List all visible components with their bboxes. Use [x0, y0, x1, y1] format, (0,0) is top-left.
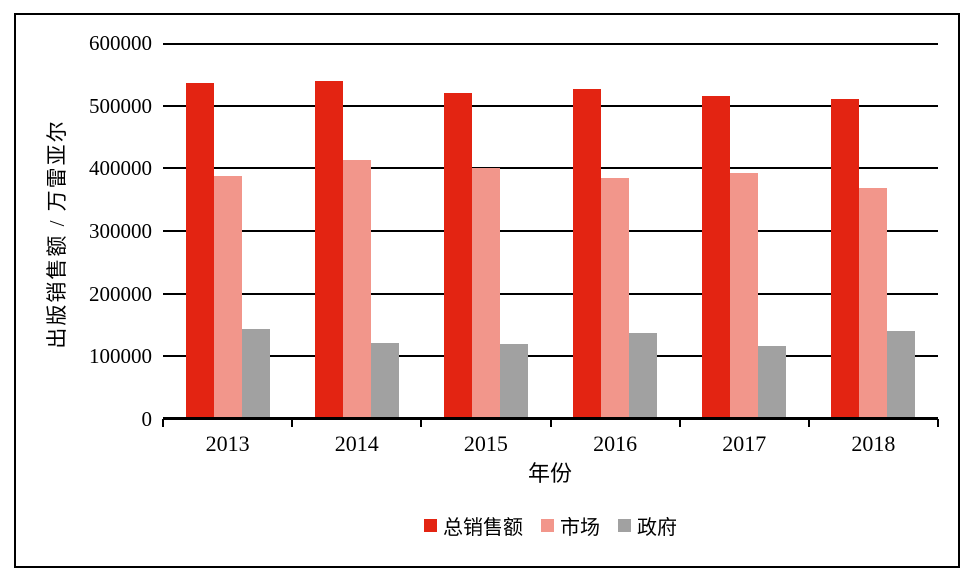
x-axis-tick — [678, 419, 681, 427]
y-tick-label: 400000 — [89, 156, 152, 181]
x-tick-label-2017: 2017 — [722, 431, 767, 456]
x-axis-tick — [549, 419, 552, 427]
legend-label: 政府 — [637, 517, 677, 539]
gridline — [163, 167, 938, 170]
x-tick-label-2018: 2018 — [851, 431, 896, 456]
x-axis-tick — [291, 419, 294, 427]
bar-2017-series-0 — [702, 96, 731, 419]
bar-2013-series-0 — [185, 83, 214, 419]
gridline — [163, 355, 938, 358]
x-axis-tick — [807, 419, 810, 427]
bar-2015-series-0 — [443, 92, 472, 419]
x-tick-label-2015: 2015 — [463, 431, 508, 456]
plot-area — [163, 43, 938, 420]
y-tick-label: 200000 — [89, 281, 152, 306]
x-axis-line — [163, 417, 938, 420]
bar-2018-series-2 — [887, 331, 916, 419]
legend: 总销售额 市场 政府 — [163, 511, 938, 540]
bar-2015-series-1 — [471, 168, 500, 419]
x-axis-tick — [162, 419, 164, 427]
x-axis-tick — [937, 419, 939, 427]
legend-item-1: 市场 — [541, 511, 600, 540]
y-tick-label: 600000 — [89, 31, 152, 55]
legend-swatch-icon — [424, 519, 437, 532]
bar-2014-series-2 — [370, 342, 399, 419]
gridline — [163, 230, 938, 232]
bar-2014-series-1 — [342, 159, 371, 419]
y-tick-label: 300000 — [89, 219, 152, 243]
bar-2018-series-0 — [831, 98, 860, 419]
y-tick-label: 500000 — [89, 93, 152, 118]
legend-item-0: 总销售额 — [424, 511, 523, 540]
bar-2018-series-1 — [859, 188, 888, 419]
legend-label: 总销售额 — [443, 517, 523, 539]
legend-item-2: 政府 — [618, 511, 677, 540]
legend-swatch-icon — [618, 519, 631, 532]
bar-2013-series-2 — [241, 329, 270, 419]
bar-2017-series-2 — [758, 345, 787, 419]
gridline — [163, 292, 938, 295]
x-tick-label-2013: 2013 — [205, 431, 250, 456]
bar-2016-series-0 — [573, 89, 602, 419]
gridline — [163, 43, 938, 45]
bar-2014-series-0 — [314, 80, 343, 419]
bar-2016-series-1 — [601, 177, 630, 419]
y-tick-label: 100000 — [89, 344, 152, 369]
x-tick-label-2014: 2014 — [334, 431, 379, 456]
bar-2017-series-1 — [730, 173, 759, 419]
x-axis-title: 年份 — [527, 461, 572, 486]
legend-swatch-icon — [541, 519, 554, 532]
y-tick-label: 0 — [141, 407, 153, 431]
x-tick-label-2016: 2016 — [593, 431, 638, 456]
bar-2013-series-1 — [213, 175, 242, 419]
x-axis-tick — [420, 419, 423, 427]
gridline — [163, 104, 938, 107]
bar-2015-series-2 — [499, 344, 528, 419]
chart-frame: 出版销售额 / 万雷亚尔 0 100000 200000 300000 400000 50… — [14, 13, 960, 568]
legend-label: 市场 — [560, 517, 600, 539]
bar-2016-series-2 — [629, 333, 658, 419]
